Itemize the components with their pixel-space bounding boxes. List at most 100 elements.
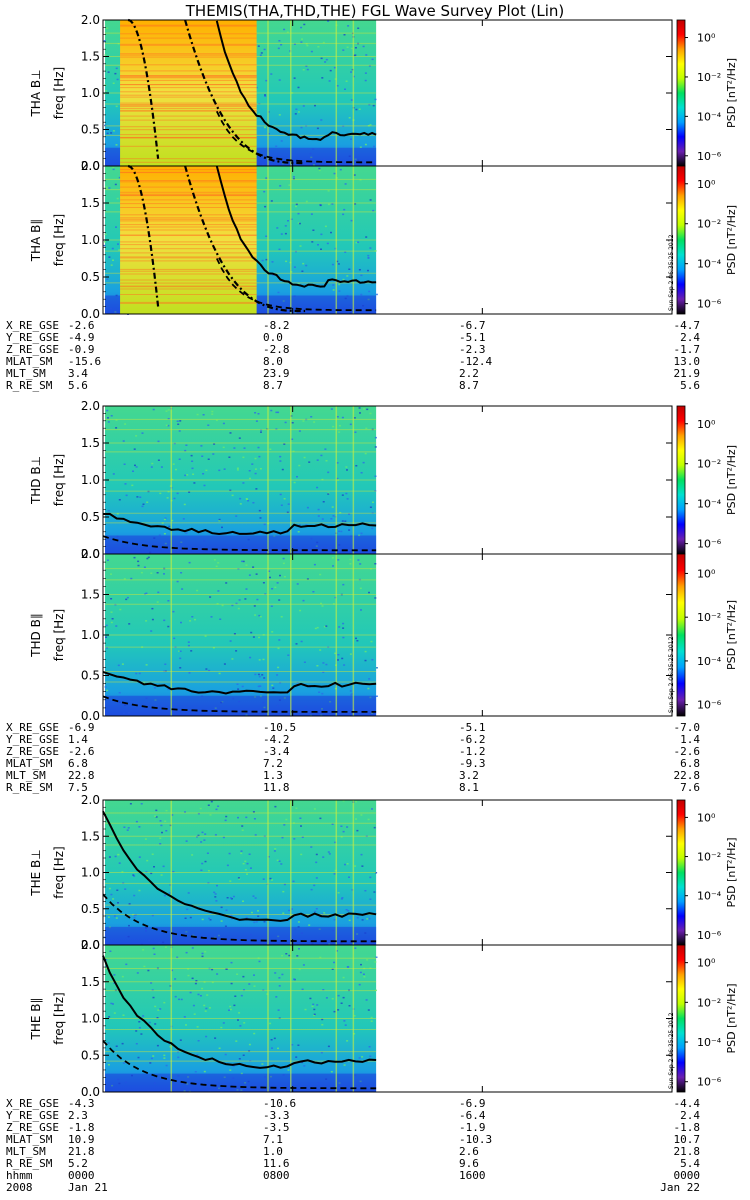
spectral-noise xyxy=(121,975,124,978)
spectral-noise xyxy=(169,884,172,886)
spectral-noise xyxy=(265,177,268,179)
spectral-noise xyxy=(367,1009,370,1011)
spectral-noise xyxy=(272,274,275,276)
spectral-noise xyxy=(115,427,118,429)
spectral-noise xyxy=(322,989,325,991)
spectral-noise xyxy=(237,877,240,879)
spectral-noise xyxy=(127,827,130,829)
spectral-noise xyxy=(243,447,246,449)
spectral-noise xyxy=(257,957,260,959)
spectral-noise xyxy=(245,498,248,500)
spectral-noise xyxy=(271,684,274,687)
ephemeris-value: -1.8 xyxy=(68,1121,95,1134)
spectral-noise xyxy=(259,54,262,56)
spectral-noise xyxy=(214,893,217,895)
spectral-noise xyxy=(303,23,306,26)
spectral-noise xyxy=(115,917,118,919)
spectral-noise xyxy=(237,1019,239,1021)
spectral-noise xyxy=(257,685,260,688)
spectral-noise xyxy=(110,415,113,417)
spectral-noise xyxy=(186,908,189,911)
spectral-noise xyxy=(342,125,345,127)
spectral-noise xyxy=(333,918,336,921)
spectral-noise xyxy=(150,982,153,984)
spectral-noise xyxy=(208,917,210,920)
spectral-noise xyxy=(191,947,194,949)
wave-harmonic xyxy=(120,214,257,216)
wave-harmonic xyxy=(120,43,257,45)
ephemeris-value: -9.3 xyxy=(459,757,486,770)
spectral-noise xyxy=(303,1065,306,1067)
spectral-noise xyxy=(305,524,308,526)
spectral-noise xyxy=(317,46,320,48)
spectral-noise xyxy=(129,803,132,805)
ephemeris-value: 21.9 xyxy=(673,367,701,380)
spectral-noise xyxy=(205,668,208,670)
spectral-noise xyxy=(241,560,244,563)
spectral-noise xyxy=(321,1024,324,1026)
spectral-noise xyxy=(319,956,322,959)
spectral-noise xyxy=(225,968,228,970)
spectral-noise xyxy=(229,640,232,642)
spectral-noise xyxy=(150,872,153,875)
ephemeris-value: -0.9 xyxy=(68,343,95,356)
spectral-noise xyxy=(327,492,330,494)
spectral-noise xyxy=(277,291,280,294)
ephemeris-value: 21.8 xyxy=(673,1145,701,1158)
wave-harmonic xyxy=(120,145,257,147)
spectral-noise xyxy=(365,54,368,56)
spectral-noise xyxy=(374,961,377,963)
ephemeris-value: -4.3 xyxy=(68,1097,95,1110)
spectral-noise xyxy=(229,432,232,434)
spectral-noise xyxy=(209,1007,211,1009)
spectral-noise xyxy=(301,988,304,991)
spectral-noise xyxy=(215,808,218,811)
spectral-noise xyxy=(371,808,373,810)
spectral-noise xyxy=(113,915,116,917)
spectral-noise xyxy=(232,895,235,898)
spectral-noise xyxy=(277,1009,280,1011)
spectral-noise xyxy=(310,213,313,215)
spectral-noise xyxy=(255,488,258,490)
spectral-noise xyxy=(225,582,228,584)
spectral-noise xyxy=(238,1012,241,1014)
spectral-noise xyxy=(229,880,232,882)
spectral-noise xyxy=(348,876,350,878)
spectral-noise xyxy=(360,814,363,816)
spectral-noise xyxy=(194,982,197,985)
low-freq-band xyxy=(105,926,377,945)
spectral-noise xyxy=(291,422,294,424)
spectral-noise xyxy=(163,1001,166,1004)
spectral-noise xyxy=(285,260,288,263)
spectral-noise xyxy=(146,557,149,560)
spectral-noise xyxy=(271,261,274,263)
spectral-noise xyxy=(115,226,117,228)
spectral-noise xyxy=(276,674,279,676)
spectral-noise xyxy=(248,574,251,576)
spectral-noise xyxy=(342,627,345,629)
spectral-noise xyxy=(257,45,260,47)
spectral-noise xyxy=(338,431,341,433)
spectral-noise xyxy=(240,850,243,852)
spectral-noise xyxy=(179,1039,182,1041)
spectral-noise xyxy=(201,955,204,958)
spectral-noise xyxy=(343,1020,346,1022)
spectral-noise xyxy=(259,468,262,470)
spectral-noise xyxy=(337,559,340,561)
spectral-noise xyxy=(343,664,346,666)
spectral-noise xyxy=(348,919,351,922)
spectral-noise xyxy=(363,967,366,970)
spectral-noise xyxy=(167,409,170,411)
spectral-noise xyxy=(108,256,111,258)
spectral-noise xyxy=(142,949,145,951)
spectral-noise xyxy=(174,978,177,980)
spectral-noise xyxy=(156,1044,159,1047)
spectral-noise xyxy=(283,576,286,578)
spectral-noise xyxy=(346,826,349,828)
spectral-noise xyxy=(194,1071,197,1073)
spectral-noise xyxy=(348,1005,351,1007)
ephemeris-label: Y_RE_GSE xyxy=(6,331,59,344)
spectral-noise xyxy=(337,263,340,265)
spectral-noise xyxy=(185,444,188,446)
spectral-noise xyxy=(220,920,223,922)
